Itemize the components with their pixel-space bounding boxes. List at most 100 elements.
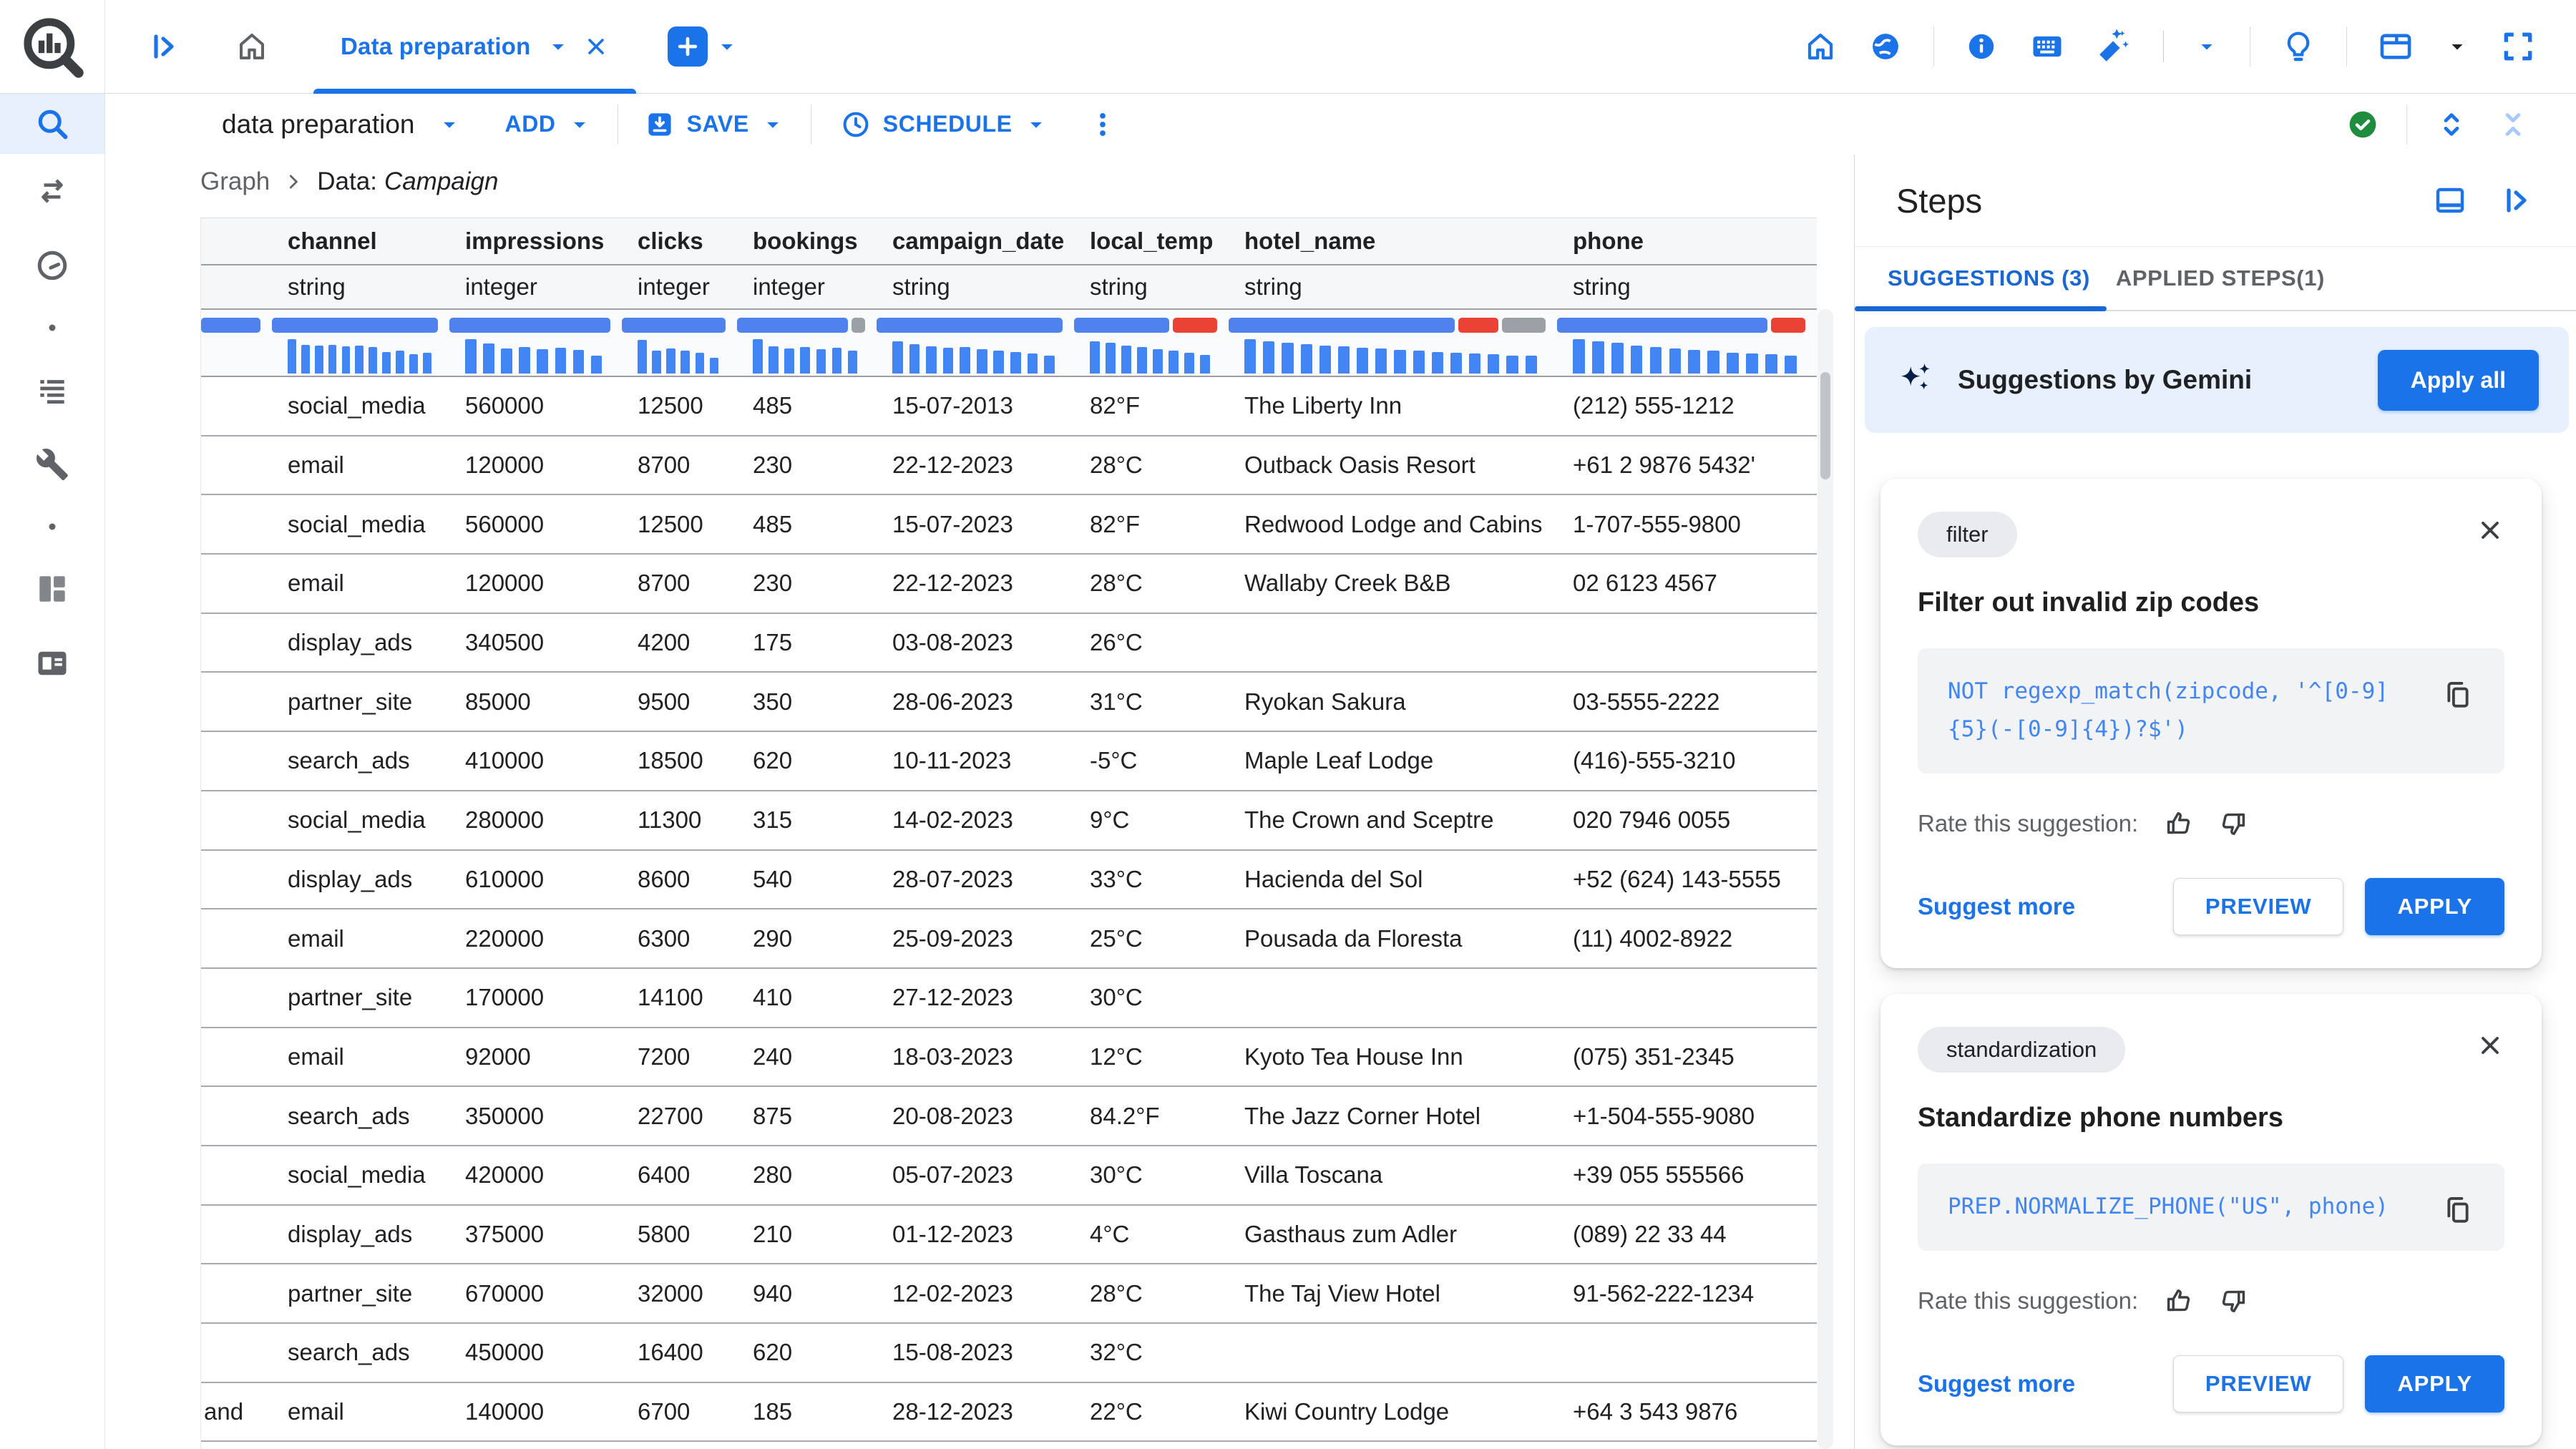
column-type[interactable]: string (1244, 273, 1302, 300)
unfold-more-icon[interactable] (2434, 107, 2469, 142)
table-cell[interactable]: social_media (288, 392, 426, 419)
table-cell[interactable]: 20-08-2023 (892, 1102, 1013, 1129)
table-cell[interactable]: 290 (753, 924, 793, 952)
table-cell[interactable]: 32°C (1090, 1339, 1143, 1366)
table-cell[interactable]: 560000 (465, 392, 545, 419)
quality-segment-valid[interactable] (272, 317, 438, 333)
table-row[interactable]: email 120000 8700 230 22-12-2023 28°C Wallaby … (201, 555, 1817, 614)
table-cell[interactable]: email (288, 452, 344, 479)
column-header[interactable]: bookings (753, 228, 858, 254)
table-cell[interactable]: 4200 (638, 629, 691, 656)
table-cell[interactable]: The Crown and Sceptre (1244, 806, 1494, 834)
sidebar-item-search[interactable] (0, 94, 104, 154)
table-cell[interactable]: Kyoto Tea House Inn (1244, 1043, 1463, 1070)
table-cell[interactable]: 82°F (1090, 510, 1141, 537)
table-cell[interactable]: 18500 (638, 747, 703, 774)
new-tab-button[interactable] (668, 26, 708, 67)
table-row[interactable]: search_ads 350000 22700 875 20-08-2023 84.2°F… (201, 1087, 1817, 1146)
table-cell[interactable]: 27-12-2023 (892, 984, 1013, 1011)
table-row[interactable]: email 120000 8700 230 22-12-2023 28°C Outback … (201, 436, 1817, 496)
table-row[interactable]: social_media 560000 12500 485 15-07-2013 82°F… (201, 377, 1817, 436)
table-cell[interactable]: Redwood Lodge and Cabins (1244, 510, 1543, 537)
quality-segment-missing[interactable] (851, 317, 865, 333)
table-cell[interactable]: 485 (753, 392, 793, 419)
add-chevron-icon[interactable] (566, 111, 593, 138)
column-histogram[interactable] (877, 341, 1074, 374)
table-cell[interactable]: 28°C (1090, 1279, 1143, 1307)
column-quality-bar[interactable] (272, 317, 449, 333)
table-cell[interactable]: 8600 (638, 865, 691, 892)
column-type[interactable]: string (288, 273, 346, 300)
table-cell[interactable]: 14-02-2023 (892, 806, 1013, 834)
table-cell[interactable]: 350000 (465, 1102, 545, 1129)
table-cell[interactable]: 12500 (638, 510, 703, 537)
sidebar-item-utilities[interactable] (0, 427, 104, 502)
table-cell[interactable]: 82°F (1090, 392, 1141, 419)
table-cell[interactable]: 92000 (465, 1043, 531, 1070)
table-cell[interactable]: 410000 (465, 747, 545, 774)
table-cell[interactable]: 22°C (1090, 1398, 1143, 1425)
table-cell[interactable]: partner_site (288, 1279, 413, 1307)
column-quality-bar[interactable] (449, 317, 622, 333)
home-icon[interactable] (235, 29, 269, 64)
table-cell[interactable]: 84.2°F (1090, 1102, 1160, 1129)
table-cell[interactable]: Wallaby Creek B&B (1244, 570, 1451, 597)
table-row[interactable]: search_ads 450000 16400 620 15-08-2023 32°C (201, 1324, 1817, 1383)
table-cell[interactable]: Kiwi Country Lodge (1244, 1398, 1450, 1425)
column-quality-bar[interactable] (622, 317, 737, 333)
table-cell[interactable]: The Jazz Corner Hotel (1244, 1102, 1481, 1129)
column-type[interactable]: string (892, 273, 950, 300)
keyboard-icon[interactable] (2029, 28, 2066, 65)
table-cell[interactable]: (075) 351-2345 (1573, 1043, 1735, 1070)
column-histogram[interactable] (1074, 341, 1229, 374)
table-cell[interactable] (1229, 969, 1557, 1027)
quality-segment-valid[interactable] (737, 317, 848, 333)
quality-segment-valid[interactable] (622, 317, 726, 333)
table-cell[interactable]: 210 (753, 1220, 793, 1247)
quality-segment-valid[interactable] (1557, 317, 1768, 333)
table-cell[interactable]: 01-12-2023 (892, 1220, 1013, 1247)
table-cell[interactable]: 26°C (1090, 629, 1143, 656)
table-cell[interactable]: 120000 (465, 570, 545, 597)
table-cell[interactable]: 120000 (465, 452, 545, 479)
preview-button[interactable]: PREVIEW (2172, 877, 2344, 935)
table-cell[interactable] (1557, 1324, 1817, 1382)
close-tab-icon[interactable] (583, 34, 609, 59)
table-cell[interactable] (1229, 614, 1557, 672)
unfold-less-icon[interactable] (2496, 107, 2530, 142)
sidebar-item-dashboard[interactable] (0, 552, 104, 626)
quality-segment-valid[interactable] (449, 317, 610, 333)
column-header[interactable]: hotel_name (1244, 228, 1376, 254)
save-icon[interactable] (644, 109, 675, 140)
table-cell[interactable]: 33°C (1090, 865, 1143, 892)
table-cell[interactable]: 240 (753, 1043, 793, 1070)
table-cell[interactable]: 22-12-2023 (892, 452, 1013, 479)
table-cell[interactable]: social_media (288, 806, 426, 834)
table-cell[interactable]: (416)-555-3210 (1573, 747, 1736, 774)
table-cell[interactable]: -5°C (1090, 747, 1138, 774)
table-row[interactable]: email 92000 7200 240 18-03-2023 12°C Kyoto Tea… (201, 1028, 1817, 1088)
quality-segment-valid[interactable] (1229, 317, 1455, 333)
table-cell[interactable]: 22700 (638, 1102, 703, 1129)
column-quality-bar[interactable] (201, 317, 272, 333)
table-cell[interactable]: 18-03-2023 (892, 1043, 1013, 1070)
table-cell[interactable] (1229, 1324, 1557, 1382)
column-header[interactable]: local_temp (1090, 228, 1214, 254)
table-cell[interactable]: 350 (753, 688, 793, 715)
quality-segment-valid[interactable] (877, 317, 1063, 333)
table-cell[interactable]: email (288, 1043, 344, 1070)
table-cell[interactable]: +52 (624) 143-5555 (1573, 865, 1781, 892)
preview-button[interactable]: PREVIEW (2172, 1355, 2344, 1413)
table-cell[interactable]: 230 (753, 570, 793, 597)
magic-wand-icon[interactable] (2096, 28, 2133, 65)
clock-icon[interactable] (840, 109, 872, 140)
table-cell[interactable]: 420000 (465, 1161, 545, 1189)
table-cell[interactable]: 4°C (1090, 1220, 1130, 1247)
table-cell[interactable]: 03-5555-2222 (1573, 688, 1720, 715)
table-cell[interactable]: display_ads (288, 865, 413, 892)
table-cell[interactable]: 620 (753, 747, 793, 774)
column-histogram[interactable] (1229, 339, 1557, 374)
column-histogram[interactable] (1557, 339, 1817, 374)
column-histogram[interactable] (737, 339, 877, 374)
table-row[interactable]: social_media 420000 6400 280 05-07-2023 30°C V… (201, 1146, 1817, 1206)
